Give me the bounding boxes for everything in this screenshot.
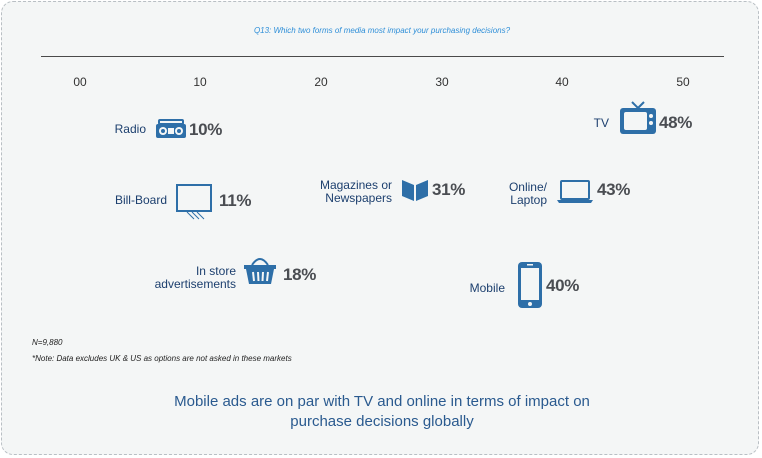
tv-label: TV <box>593 116 609 130</box>
magazine-icon <box>401 178 429 202</box>
magazines-value: 31% <box>432 180 466 199</box>
tv-icon <box>619 101 657 135</box>
x-tick-label: 30 <box>435 75 449 89</box>
billboard-icon <box>176 184 214 220</box>
radio-icon <box>155 119 187 139</box>
x-tick-label: 00 <box>73 75 87 89</box>
radio-value: 10% <box>189 120 223 139</box>
magazines-label: Magazines or Newspapers <box>319 178 392 205</box>
in-store-label: In store advertisements <box>154 264 236 291</box>
sample-size-note: N=9,880 <box>32 338 63 347</box>
headline: Mobile ads are on par with TV and online… <box>174 393 590 430</box>
x-tick-label: 50 <box>676 75 690 89</box>
x-axis-line <box>41 56 724 57</box>
x-tick-label: 10 <box>193 75 207 89</box>
online-laptop-label: Online/Laptop <box>508 180 547 207</box>
online-laptop-value: 43% <box>597 180 631 199</box>
billboard-label: Bill-Board <box>114 193 167 207</box>
in-store-value: 18% <box>283 265 317 284</box>
mobile-label: Mobile <box>469 281 505 295</box>
smartphone-icon <box>517 261 543 309</box>
x-tick-label: 20 <box>314 75 328 89</box>
shopping-basket-icon <box>243 254 277 286</box>
laptop-icon <box>556 180 594 204</box>
chart-title: Q13: Which two forms of media most impac… <box>253 26 511 35</box>
x-tick-label: 40 <box>555 75 569 89</box>
mobile-value: 40% <box>546 276 580 295</box>
data-exclusion-note: *Note: Data excludes UK & US as options … <box>32 354 292 363</box>
tv-value: 48% <box>659 113 693 132</box>
billboard-value: 11% <box>219 191 252 210</box>
radio-label: Radio <box>114 122 146 136</box>
